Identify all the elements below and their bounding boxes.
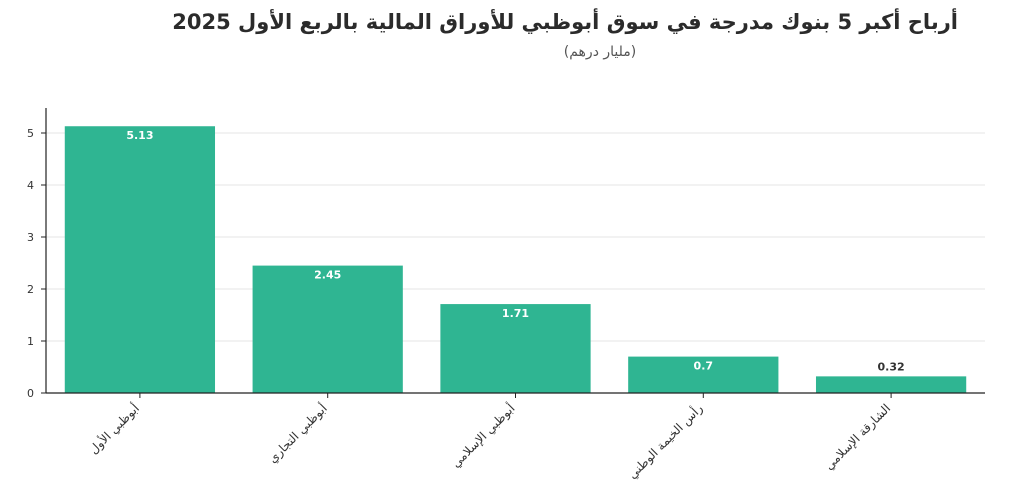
bar [815, 376, 967, 393]
y-tick-label: 0 [27, 387, 34, 400]
chart-title: أرباح أكبر 5 بنوك مدرجة في سوق أبوظبي لل… [172, 10, 958, 34]
bars: 5.13 2.45 1.71 0.7 0.32 [64, 126, 967, 394]
x-category-label: أبوظبي الإسلامي [448, 401, 518, 471]
bar-value-label: 1.71 [502, 307, 529, 320]
x-category-label: أبوظبي التجاري [265, 401, 331, 467]
bar-value-label: 0.7 [694, 360, 714, 373]
chart-subtitle: (مليار درهم) [563, 44, 637, 60]
bar [64, 126, 216, 394]
bar [440, 304, 591, 393]
y-tick-label: 5 [27, 127, 34, 140]
y-tick-label: 3 [27, 231, 34, 244]
y-axis-ticks: 0 1 2 3 4 5 [27, 127, 46, 400]
y-tick-label: 1 [27, 335, 34, 348]
x-category-label: أبوظبي الأول [86, 401, 143, 458]
bar-value-label: 2.45 [314, 269, 341, 282]
x-axis-categories: أبوظبي الأول أبوظبي التجاري أبوظبي الإسلام… [86, 393, 894, 482]
bar [252, 265, 403, 393]
y-tick-label: 4 [27, 179, 34, 192]
x-category-label: رأس الخيمة الوطني [624, 400, 706, 482]
x-category-label: الشارقة الإسلامي [822, 401, 894, 473]
bar [628, 356, 779, 393]
bar-value-label: 5.13 [126, 129, 153, 142]
bar-value-label: 0.32 [878, 360, 905, 373]
y-tick-label: 2 [27, 283, 34, 296]
